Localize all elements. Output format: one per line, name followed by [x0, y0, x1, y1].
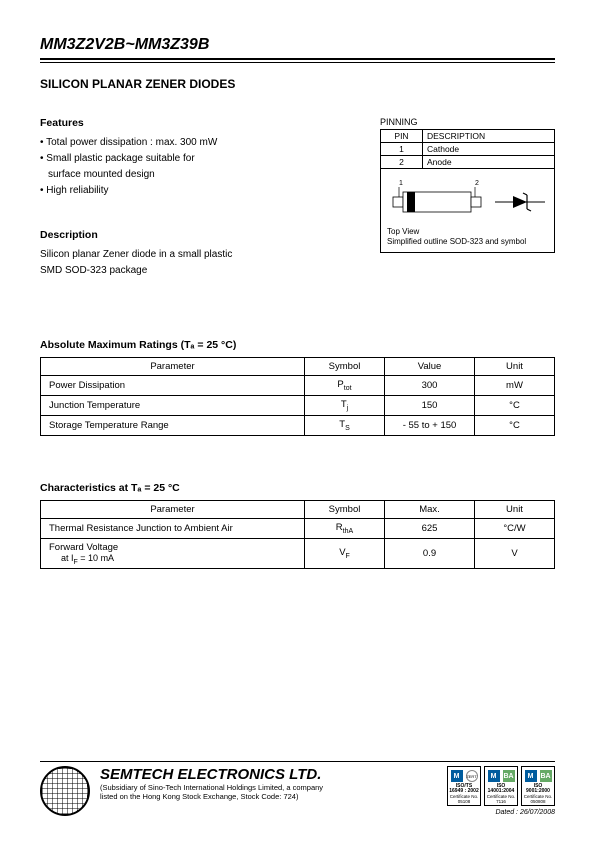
cert-num: Certificate No. 05108 — [449, 794, 479, 804]
pinning-label: PINNING — [380, 117, 555, 127]
features-list: Total power dissipation : max. 300 mW Sm… — [40, 135, 330, 199]
char-header-param: Parameter — [41, 500, 305, 518]
cert-num: Certificate No. 050808 — [523, 794, 553, 804]
char-header-unit: Unit — [475, 500, 555, 518]
company-sub-2: listed on the Hong Kong Stock Exchange, … — [100, 792, 437, 801]
description-line: SMD SOD-323 package — [40, 263, 330, 279]
characteristics-table: Parameter Symbol Max. Unit Thermal Resis… — [40, 500, 555, 570]
pin-header-desc: DESCRIPTION — [423, 130, 555, 143]
moody-logo-icon: M — [525, 770, 537, 782]
char-cell: RthA — [305, 518, 385, 538]
zert-icon: ZERT — [466, 770, 478, 782]
moody-logo-icon: M — [451, 770, 463, 782]
outline-caption-1: Top View — [387, 227, 548, 237]
pin-cell: 2 — [381, 156, 423, 169]
ratings-header-unit: Unit — [475, 358, 555, 376]
char-cell: V — [475, 538, 555, 569]
pin-cell: 1 — [381, 143, 423, 156]
features-heading: Features — [40, 117, 330, 129]
pinning-table: PIN DESCRIPTION 1 Cathode 2 Anode — [380, 129, 555, 169]
char-cell: 0.9 — [385, 538, 475, 569]
char-cell: Thermal Resistance Junction to Ambient A… — [41, 518, 305, 538]
cert-badge: MBA ISO 9001:2000 Certificate No. 050808 — [521, 766, 555, 806]
page-footer: SEMTECH ELECTRONICS LTD. (Subsidiary of … — [40, 761, 555, 816]
char-header-symbol: Symbol — [305, 500, 385, 518]
company-name: SEMTECH ELECTRONICS LTD. — [100, 766, 437, 783]
description-heading: Description — [40, 229, 330, 241]
ratings-cell: - 55 to + 150 — [385, 415, 475, 435]
company-sub-1: (Subsidiary of Sino-Tech International H… — [100, 783, 437, 792]
title-rule-2 — [40, 62, 555, 63]
ratings-header-param: Parameter — [41, 358, 305, 376]
ratings-table: Parameter Symbol Value Unit Power Dissip… — [40, 357, 555, 436]
certification-badges: MZERT ISO/TS 16949 : 2002 Certificate No… — [447, 766, 555, 806]
pin-cell: Cathode — [423, 143, 555, 156]
ratings-cell: Tj — [305, 395, 385, 415]
ba-logo-icon: BA — [503, 770, 515, 782]
moody-logo-icon: M — [488, 770, 500, 782]
sod-diagram: 1 2 — [387, 175, 548, 223]
ratings-header-value: Value — [385, 358, 475, 376]
part-number-title: MM3Z2V2B~MM3Z39B — [40, 36, 555, 54]
globe-logo-icon — [40, 766, 90, 816]
dated-text: Dated : 26/07/2008 — [447, 809, 555, 816]
outline-caption-2: Simplified outline SOD-323 and symbol — [387, 237, 548, 247]
pin-cell: Anode — [423, 156, 555, 169]
char-cell: 625 — [385, 518, 475, 538]
pin-header-pin: PIN — [381, 130, 423, 143]
char-cell: Forward Voltage at IF = 10 mA — [41, 538, 305, 569]
description-line: Silicon planar Zener diode in a small pl… — [40, 247, 330, 263]
cert-iso: ISO 9001:2000 — [523, 784, 553, 794]
ratings-cell: mW — [475, 376, 555, 396]
char-cell: VF — [305, 538, 385, 569]
char-header-max: Max. — [385, 500, 475, 518]
ba-logo-icon: BA — [540, 770, 552, 782]
ratings-cell: Junction Temperature — [41, 395, 305, 415]
svg-text:1: 1 — [399, 180, 403, 187]
ratings-cell: °C — [475, 395, 555, 415]
cert-badge: MBA ISO 14001:2004 Certificate No. 7116 — [484, 766, 518, 806]
ratings-cell: TS — [305, 415, 385, 435]
ratings-cell: Storage Temperature Range — [41, 415, 305, 435]
svg-text:2: 2 — [475, 180, 479, 187]
cert-iso: ISO 14001:2004 — [486, 784, 516, 794]
ratings-heading: Absolute Maximum Ratings (Tₐ = 25 °C) — [40, 339, 555, 351]
ratings-cell: Power Dissipation — [41, 376, 305, 396]
product-subtitle: SILICON PLANAR ZENER DIODES — [40, 77, 555, 91]
feature-item-continuation: surface mounted design — [48, 169, 155, 180]
title-rule-1 — [40, 58, 555, 60]
characteristics-heading: Characteristics at Tₐ = 25 °C — [40, 482, 555, 494]
footer-rule — [40, 761, 555, 762]
cert-iso: ISO/TS 16949 : 2002 — [449, 784, 479, 794]
ratings-cell: 150 — [385, 395, 475, 415]
ratings-cell: °C — [475, 415, 555, 435]
cert-badge: MZERT ISO/TS 16949 : 2002 Certificate No… — [447, 766, 481, 806]
ratings-header-symbol: Symbol — [305, 358, 385, 376]
char-cell: °C/W — [475, 518, 555, 538]
ratings-cell: Ptot — [305, 376, 385, 396]
ratings-cell: 300 — [385, 376, 475, 396]
feature-item: Total power dissipation : max. 300 mW — [40, 135, 330, 151]
feature-item: Small plastic package suitable for — [40, 151, 330, 167]
package-outline-box: 1 2 Top View Simpli — [380, 169, 555, 253]
feature-item: High reliability — [40, 183, 330, 199]
cert-num: Certificate No. 7116 — [486, 794, 516, 804]
package-diagram-svg: 1 2 — [387, 175, 552, 223]
